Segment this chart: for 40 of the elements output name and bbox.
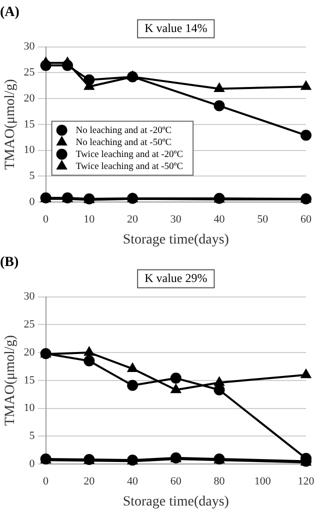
x-tick-label: 100 [254,475,272,488]
y-axis-title: TMAO(μmol/g) [3,78,18,170]
text: K value 29% [144,270,208,285]
y-tick-label: 15 [24,374,36,386]
x-tick-label: 0 [43,475,50,488]
y-tick-label: 30 [24,290,36,303]
chart-title: (A) [0,5,20,20]
x-tick-label: 10 [84,213,96,226]
x-tick-label: 30 [170,213,182,226]
x-tick-label: 120 [298,475,315,488]
x-tick-label: 80 [214,475,226,488]
y-tick-label: 10 [24,144,36,156]
y-tick-label: 0 [29,458,36,470]
y-tick-label: 5 [29,170,36,182]
y-tick-label: 30 [24,40,36,53]
y-tick-label: 25 [24,318,36,331]
x-axis-title: Storage time(days) [122,494,230,510]
x-tick-label: 20 [84,475,96,488]
y-tick-label: 5 [29,430,36,442]
legend-label: Twice leaching and at -50ºC [76,162,184,172]
x-tick-label: 40 [214,213,226,226]
y-tick-label: 20 [24,346,36,358]
y-tick-label: 20 [24,92,36,104]
chart-title: (B) [0,255,19,270]
x-tick-label: 60 [170,475,182,488]
x-tick-label: 20 [127,213,139,226]
text: K value 14% [144,20,208,35]
legend-label: Twice leaching and at -20ºC [76,150,184,160]
y-axis-title: TMAO(μmol/g) [3,334,18,426]
x-tick-label: 60 [300,213,312,226]
x-axis-title: Storage time(days) [122,232,230,248]
x-tick-label: 50 [257,213,269,226]
x-tick-label: 40 [127,475,139,488]
y-tick-label: 10 [24,402,36,414]
legend-label: No leaching and at -20ºC [76,126,172,136]
legend-label: No leaching and at -50ºC [76,138,172,148]
x-tick-label: 0 [43,213,50,226]
y-tick-label: 0 [29,196,36,208]
y-tick-label: 15 [24,118,36,130]
y-tick-label: 25 [24,66,36,79]
